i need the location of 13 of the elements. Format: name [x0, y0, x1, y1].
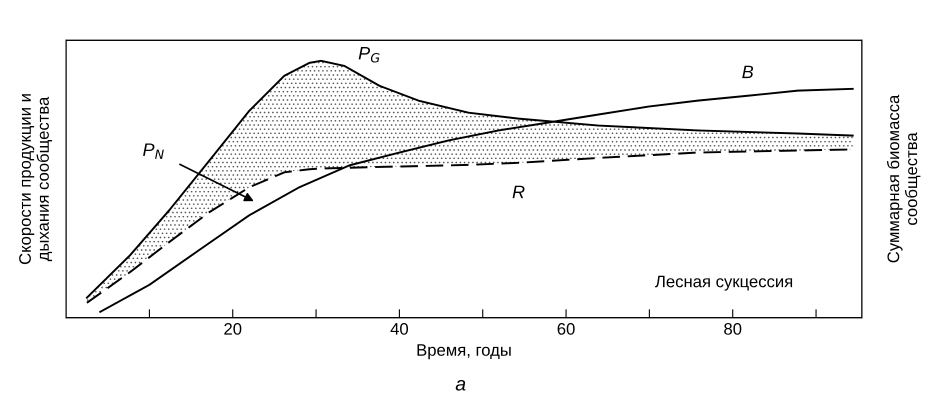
annotation: Лесная сукцессия	[655, 276, 792, 291]
x-tick-label: 40	[390, 323, 408, 335]
series-label: P$_{G}$	[358, 46, 380, 63]
y-axis-title: Скорости продукции и дыхания сообщества	[19, 94, 52, 264]
text: а	[456, 380, 466, 391]
x-tick-label: 60	[558, 323, 575, 335]
x-tick-label: 20	[224, 323, 242, 335]
y2-axis-title: Суммарная биомасса сообщества	[886, 94, 920, 262]
annotation: P$_{N}$	[143, 143, 164, 159]
x-tick-label: 80	[724, 323, 742, 335]
x-axis-title: Время, годы	[417, 344, 511, 360]
series-label: B	[742, 66, 754, 78]
series-label: R	[512, 186, 525, 198]
